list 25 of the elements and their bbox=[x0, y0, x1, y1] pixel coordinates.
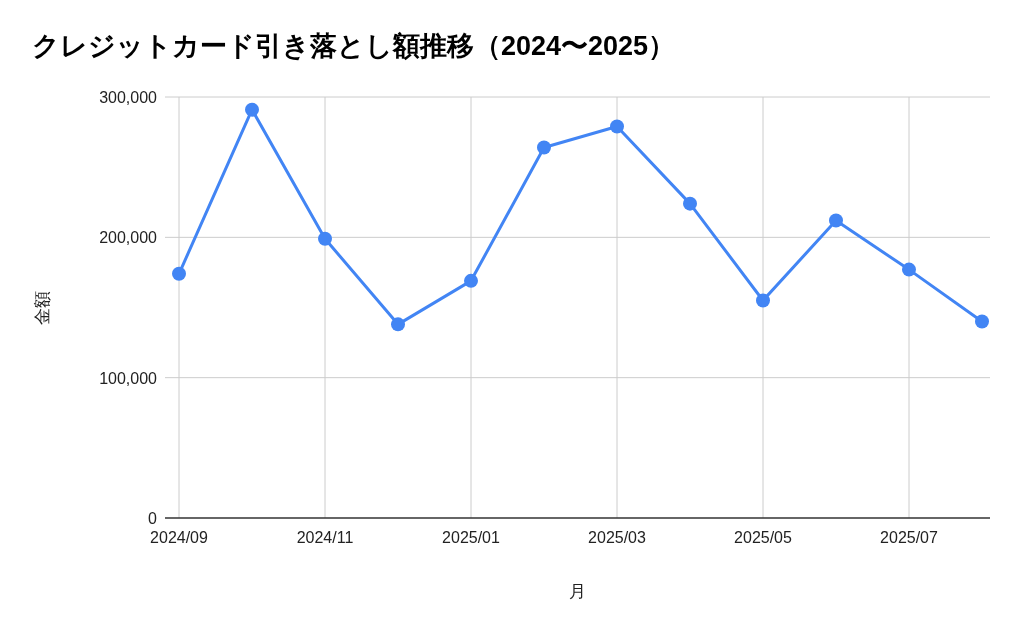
y-tick-label: 300,000 bbox=[99, 89, 158, 106]
x-tick-label: 2025/07 bbox=[880, 529, 939, 546]
y-tick-label: 0 bbox=[148, 510, 158, 527]
point bbox=[756, 293, 770, 308]
point bbox=[610, 119, 624, 134]
x-tick-label: 2025/05 bbox=[734, 529, 793, 546]
x-tick-label: 2025/03 bbox=[588, 529, 647, 546]
point bbox=[245, 102, 259, 117]
point bbox=[902, 262, 916, 277]
y-tick-label: 200,000 bbox=[99, 229, 158, 247]
point bbox=[318, 231, 332, 246]
point bbox=[829, 213, 843, 228]
y-tick-label: 100,000 bbox=[99, 369, 158, 387]
point bbox=[975, 314, 989, 329]
y-axis-title: 金額 bbox=[33, 290, 52, 325]
point bbox=[391, 317, 405, 332]
point bbox=[683, 196, 697, 211]
point bbox=[537, 140, 551, 155]
x-axis-title: 月 bbox=[569, 582, 586, 601]
point bbox=[464, 273, 478, 288]
x-tick-label: 2024/11 bbox=[296, 529, 354, 546]
chart-title: クレジットカード引き落とし額推移（2024〜2025） bbox=[32, 31, 676, 61]
point bbox=[172, 266, 186, 281]
x-tick-label: 2024/09 bbox=[150, 529, 209, 546]
x-tick-label: 2025/01 bbox=[442, 529, 501, 546]
